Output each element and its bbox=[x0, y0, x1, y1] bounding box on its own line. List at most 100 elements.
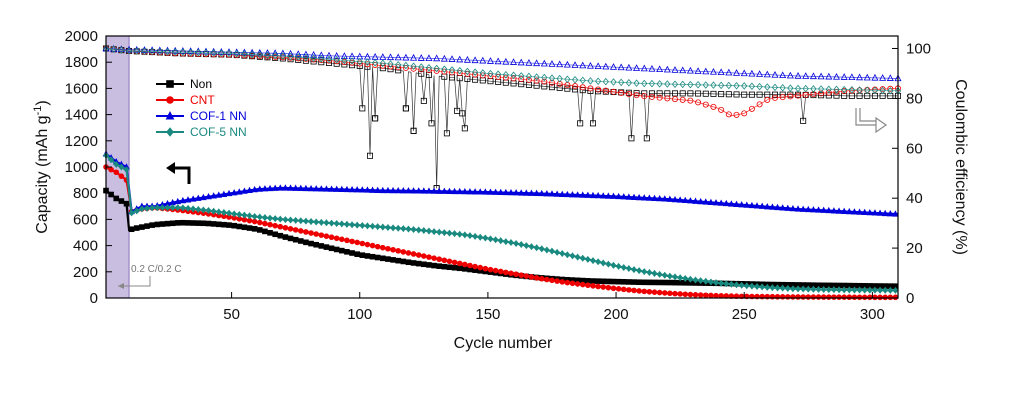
capacity-point-non bbox=[605, 278, 612, 285]
capacity-point-non bbox=[333, 246, 340, 253]
ce-point-cnt bbox=[664, 95, 671, 102]
capacity-point-non bbox=[390, 257, 396, 263]
capacity-point-cof-5-nn bbox=[226, 209, 232, 217]
capacity-series-cnt bbox=[103, 164, 899, 301]
ce-point-cof-1-nn bbox=[717, 68, 725, 76]
capacity-point-non bbox=[646, 279, 653, 286]
capacity-point-non bbox=[456, 265, 463, 272]
capacity-point-cof-1-nn bbox=[892, 210, 899, 217]
capacity-point-cof-1-nn bbox=[312, 185, 320, 192]
capacity-point-cnt bbox=[646, 288, 653, 295]
capacity-point-non bbox=[369, 253, 376, 260]
ce-point-cof-1-nn bbox=[471, 56, 479, 64]
capacity-series-cof-1-nn bbox=[102, 150, 899, 217]
capacity-point-cof-5-nn bbox=[390, 224, 396, 232]
capacity-point-cof-1-nn bbox=[712, 199, 720, 206]
capacity-point-cof-5-nn bbox=[277, 215, 284, 223]
ce-drop-non bbox=[372, 115, 379, 122]
ce-point-cnt bbox=[249, 52, 256, 59]
capacity-point-non bbox=[144, 223, 150, 229]
ce-point-cof-1-nn bbox=[640, 64, 648, 72]
ce-point-cof-1-nn bbox=[694, 67, 702, 74]
ce-point-cof-1-nn bbox=[825, 72, 833, 80]
ce-drop-non bbox=[800, 117, 807, 124]
ce-drop-non bbox=[366, 152, 373, 159]
capacity-point-non bbox=[154, 221, 161, 228]
capacity-point-cnt bbox=[892, 294, 899, 301]
capacity-point-cof-5-nn bbox=[774, 284, 781, 292]
ce-point-cnt bbox=[741, 110, 748, 117]
capacity-point-cof-5-nn bbox=[631, 266, 637, 274]
ce-point-cof-1-nn bbox=[440, 54, 448, 62]
ce-point-cnt bbox=[287, 54, 294, 61]
capacity-point-cof-5-nn bbox=[595, 258, 602, 266]
y-right-tick-label: 100 bbox=[906, 40, 931, 57]
capacity-point-cnt bbox=[615, 286, 622, 292]
ce-point-non bbox=[318, 59, 325, 66]
ce-point-cof-1-nn bbox=[771, 70, 779, 78]
capacity-point-cof-5-nn bbox=[415, 226, 422, 234]
y-right-tick-label: 60 bbox=[906, 140, 923, 157]
rate-annotation-arrow bbox=[118, 276, 151, 287]
capacity-point-cof-1-nn bbox=[635, 193, 643, 201]
capacity-point-cof-1-nn bbox=[492, 188, 499, 195]
capacity-point-cof-5-nn bbox=[579, 254, 586, 262]
capacity-point-cof-5-nn bbox=[364, 222, 371, 230]
ce-point-cof-1-nn bbox=[702, 67, 710, 75]
capacity-point-cof-5-nn bbox=[369, 222, 376, 230]
capacity-point-cof-1-nn bbox=[589, 191, 597, 199]
capacity-point-cof-5-nn bbox=[815, 285, 822, 293]
capacity-point-cof-1-nn bbox=[348, 185, 356, 193]
capacity-point-cof-1-nn bbox=[804, 205, 812, 213]
ce-point-cof-1-nn bbox=[310, 50, 318, 58]
capacity-point-cof-1-nn bbox=[810, 206, 817, 213]
capacity-point-non bbox=[287, 235, 294, 242]
capacity-point-cof-5-nn bbox=[590, 257, 596, 265]
capacity-point-cnt bbox=[713, 292, 719, 299]
ce-point-cof-5-nn bbox=[195, 48, 202, 57]
ce-point-non bbox=[687, 90, 694, 97]
capacity-point-cof-1-nn bbox=[722, 199, 730, 207]
capacity-point-non bbox=[318, 243, 325, 249]
capacity-point-non bbox=[451, 264, 458, 271]
capacity-point-cnt bbox=[344, 237, 350, 244]
capacity-point-non bbox=[221, 221, 227, 228]
capacity-point-cnt bbox=[467, 262, 473, 269]
capacity-point-cof-1-nn bbox=[569, 191, 576, 198]
capacity-point-cnt bbox=[426, 254, 432, 260]
capacity-point-cof-1-nn bbox=[235, 188, 243, 195]
capacity-point-cof-5-nn bbox=[128, 209, 135, 217]
capacity-point-cnt bbox=[872, 294, 878, 301]
capacity-point-cof-1-nn bbox=[830, 207, 838, 214]
capacity-point-cof-5-nn bbox=[185, 204, 191, 212]
ce-point-cof-1-nn bbox=[679, 66, 687, 74]
ce-point-cof-5-nn bbox=[656, 80, 663, 88]
capacity-point-cof-1-nn bbox=[687, 197, 694, 204]
ce-point-cof-1-nn bbox=[871, 73, 879, 81]
capacity-point-non bbox=[385, 256, 391, 262]
capacity-point-cof-1-nn bbox=[866, 208, 874, 216]
ce-point-cnt bbox=[595, 86, 602, 93]
capacity-point-cnt bbox=[349, 238, 355, 245]
capacity-point-non bbox=[636, 279, 642, 286]
ce-point-cnt bbox=[887, 85, 894, 92]
legend-item-non: Non bbox=[156, 77, 212, 91]
capacity-point-cof-5-nn bbox=[856, 286, 863, 294]
capacity-point-cof-1-nn bbox=[851, 208, 858, 215]
capacity-point-cnt bbox=[405, 250, 412, 256]
ce-point-non bbox=[556, 84, 563, 91]
capacity-point-cof-5-nn bbox=[784, 284, 791, 292]
capacity-point-non bbox=[323, 244, 330, 250]
capacity-point-cof-1-nn bbox=[856, 208, 863, 215]
ce-point-cof-5-nn bbox=[864, 86, 871, 94]
ce-point-cnt bbox=[679, 96, 686, 103]
capacity-point-cof-1-nn bbox=[769, 203, 776, 210]
capacity-point-cof-5-nn bbox=[246, 212, 253, 220]
capacity-point-cnt bbox=[831, 294, 837, 300]
capacity-point-cof-1-nn bbox=[845, 207, 853, 215]
capacity-point-cnt bbox=[687, 291, 694, 298]
capacity-point-cof-5-nn bbox=[646, 269, 653, 277]
capacity-point-cof-5-nn bbox=[615, 262, 622, 270]
capacity-point-non bbox=[395, 257, 401, 264]
capacity-point-cnt bbox=[287, 226, 294, 232]
